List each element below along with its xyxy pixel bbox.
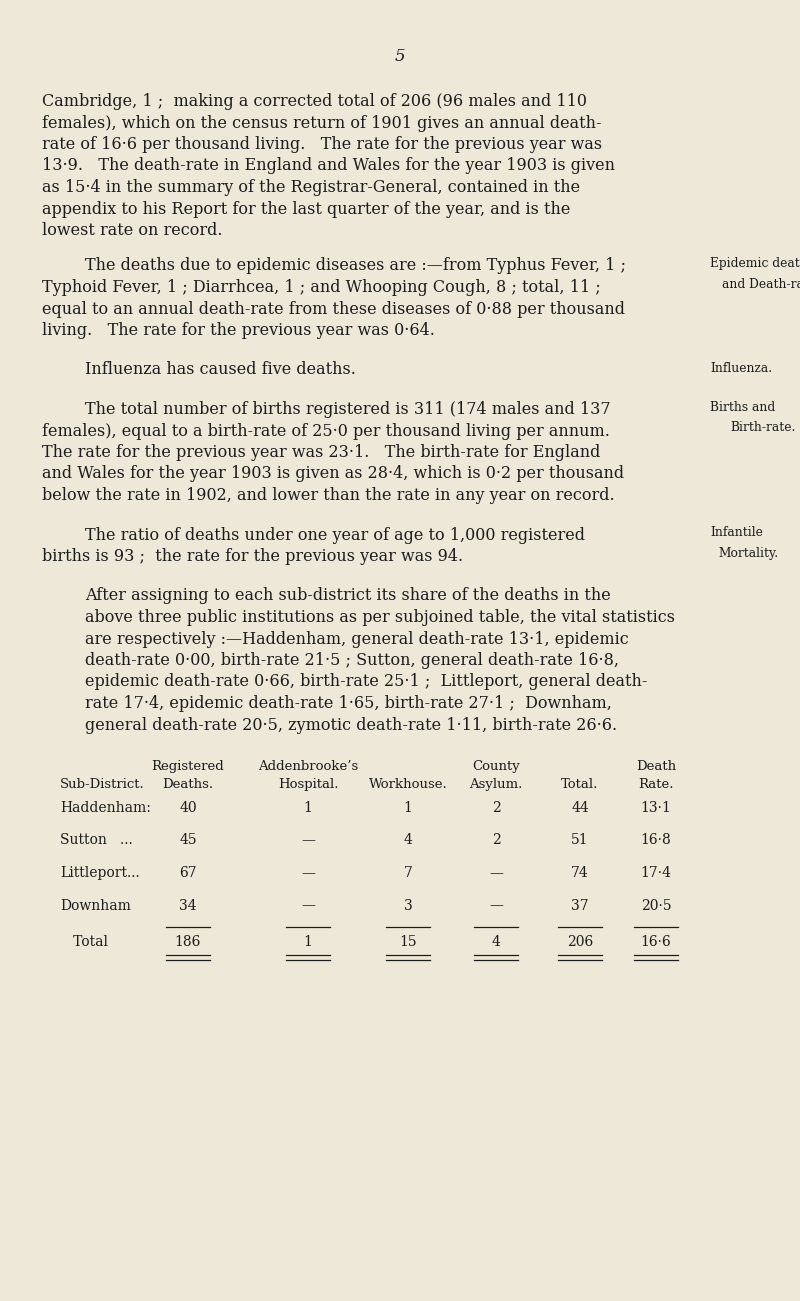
- Text: as 15·4 in the summary of the Registrar-General, contained in the: as 15·4 in the summary of the Registrar-…: [42, 180, 580, 196]
- Text: Birth-rate.: Birth-rate.: [730, 422, 795, 435]
- Text: 7: 7: [403, 866, 413, 879]
- Text: Downham: Downham: [60, 899, 131, 912]
- Text: Death: Death: [636, 760, 676, 773]
- Text: appendix to his Report for the last quarter of the year, and is the: appendix to his Report for the last quar…: [42, 200, 570, 217]
- Text: The deaths due to epidemic diseases are :—from Typhus Fever, 1 ;: The deaths due to epidemic diseases are …: [85, 258, 626, 275]
- Text: Influenza has caused five deaths.: Influenza has caused five deaths.: [85, 362, 356, 379]
- Text: 3: 3: [404, 899, 412, 912]
- Text: Total.: Total.: [562, 778, 598, 791]
- Text: Sub-District.: Sub-District.: [60, 778, 145, 791]
- Text: 74: 74: [571, 866, 589, 879]
- Text: 37: 37: [571, 899, 589, 912]
- Text: —: —: [301, 866, 315, 879]
- Text: 2: 2: [492, 834, 500, 847]
- Text: and Wales for the year 1903 is given as 28·4, which is 0·2 per thousand: and Wales for the year 1903 is given as …: [42, 466, 624, 483]
- Text: Mortality.: Mortality.: [718, 546, 778, 559]
- Text: above three public institutions as per subjoined table, the vital statistics: above three public institutions as per s…: [85, 609, 675, 626]
- Text: —: —: [301, 834, 315, 847]
- Text: Addenbrooke’s: Addenbrooke’s: [258, 760, 358, 773]
- Text: and Death-rate.: and Death-rate.: [722, 278, 800, 291]
- Text: 4: 4: [491, 935, 501, 950]
- Text: lowest rate on record.: lowest rate on record.: [42, 222, 222, 239]
- Text: 1: 1: [303, 935, 313, 950]
- Text: Total: Total: [60, 935, 108, 950]
- Text: 1: 1: [303, 801, 313, 814]
- Text: epidemic death-rate 0·66, birth-rate 25·1 ;  Littleport, general death-: epidemic death-rate 0·66, birth-rate 25·…: [85, 674, 647, 691]
- Text: 186: 186: [175, 935, 201, 950]
- Text: Haddenham:: Haddenham:: [60, 801, 151, 814]
- Text: 2: 2: [492, 801, 500, 814]
- Text: Typhoid Fever, 1 ; Diarrhcea, 1 ; and Whooping Cough, 8 ; total, 11 ;: Typhoid Fever, 1 ; Diarrhcea, 1 ; and Wh…: [42, 278, 601, 297]
- Text: —: —: [489, 866, 503, 879]
- Text: —: —: [489, 899, 503, 912]
- Text: death-rate 0·00, birth-rate 21·5 ; Sutton, general death-rate 16·8,: death-rate 0·00, birth-rate 21·5 ; Sutto…: [85, 652, 619, 669]
- Text: The rate for the previous year was 23·1.   The birth-rate for England: The rate for the previous year was 23·1.…: [42, 444, 600, 461]
- Text: births is 93 ;  the rate for the previous year was 94.: births is 93 ; the rate for the previous…: [42, 548, 463, 565]
- Text: 44: 44: [571, 801, 589, 814]
- Text: Workhouse.: Workhouse.: [369, 778, 447, 791]
- Text: rate 17·4, epidemic death-rate 1·65, birth-rate 27·1 ;  Downham,: rate 17·4, epidemic death-rate 1·65, bir…: [85, 695, 612, 712]
- Text: females), equal to a birth-rate of 25·0 per thousand living per annum.: females), equal to a birth-rate of 25·0 …: [42, 423, 610, 440]
- Text: living.   The rate for the previous year was 0·64.: living. The rate for the previous year w…: [42, 323, 435, 340]
- Text: below the rate in 1902, and lower than the rate in any year on record.: below the rate in 1902, and lower than t…: [42, 487, 614, 503]
- Text: 13·9.   The death-rate in England and Wales for the year 1903 is given: 13·9. The death-rate in England and Wale…: [42, 157, 615, 174]
- Text: general death-rate 20·5, zymotic death-rate 1·11, birth-rate 26·6.: general death-rate 20·5, zymotic death-r…: [85, 717, 617, 734]
- Text: The ratio of deaths under one year of age to 1,000 registered: The ratio of deaths under one year of ag…: [85, 527, 585, 544]
- Text: Asylum.: Asylum.: [470, 778, 522, 791]
- Text: 20·5: 20·5: [641, 899, 671, 912]
- Text: Deaths.: Deaths.: [162, 778, 214, 791]
- Text: 17·4: 17·4: [641, 866, 671, 879]
- Text: 1: 1: [403, 801, 413, 814]
- Text: 51: 51: [571, 834, 589, 847]
- Text: 67: 67: [179, 866, 197, 879]
- Text: 5: 5: [394, 48, 406, 65]
- Text: 206: 206: [567, 935, 593, 950]
- Text: Sutton   ...: Sutton ...: [60, 834, 133, 847]
- Text: Littleport...: Littleport...: [60, 866, 140, 879]
- Text: —: —: [301, 899, 315, 912]
- Text: Registered: Registered: [152, 760, 224, 773]
- Text: 40: 40: [179, 801, 197, 814]
- Text: Births and: Births and: [710, 401, 775, 414]
- Text: Rate.: Rate.: [638, 778, 674, 791]
- Text: The total number of births registered is 311 (174 males and 137: The total number of births registered is…: [85, 401, 610, 418]
- Text: Infantile: Infantile: [710, 527, 763, 540]
- Text: are respectively :—Haddenham, general death-rate 13·1, epidemic: are respectively :—Haddenham, general de…: [85, 631, 629, 648]
- Text: 13·1: 13·1: [641, 801, 671, 814]
- Text: After assigning to each sub-district its share of the deaths in the: After assigning to each sub-district its…: [85, 588, 610, 605]
- Text: County: County: [472, 760, 520, 773]
- Text: females), which on the census return of 1901 gives an annual death-: females), which on the census return of …: [42, 114, 602, 131]
- Text: 16·6: 16·6: [641, 935, 671, 950]
- Text: 34: 34: [179, 899, 197, 912]
- Text: Hospital.: Hospital.: [278, 778, 338, 791]
- Text: 45: 45: [179, 834, 197, 847]
- Text: 16·8: 16·8: [641, 834, 671, 847]
- Text: 15: 15: [399, 935, 417, 950]
- Text: equal to an annual death-rate from these diseases of 0·88 per thousand: equal to an annual death-rate from these…: [42, 301, 625, 317]
- Text: Cambridge, 1 ;  making a corrected total of 206 (96 males and 110: Cambridge, 1 ; making a corrected total …: [42, 92, 587, 111]
- Text: rate of 16·6 per thousand living.   The rate for the previous year was: rate of 16·6 per thousand living. The ra…: [42, 137, 602, 154]
- Text: Epidemic deaths: Epidemic deaths: [710, 258, 800, 271]
- Text: Influenza.: Influenza.: [710, 362, 772, 375]
- Text: 4: 4: [403, 834, 413, 847]
